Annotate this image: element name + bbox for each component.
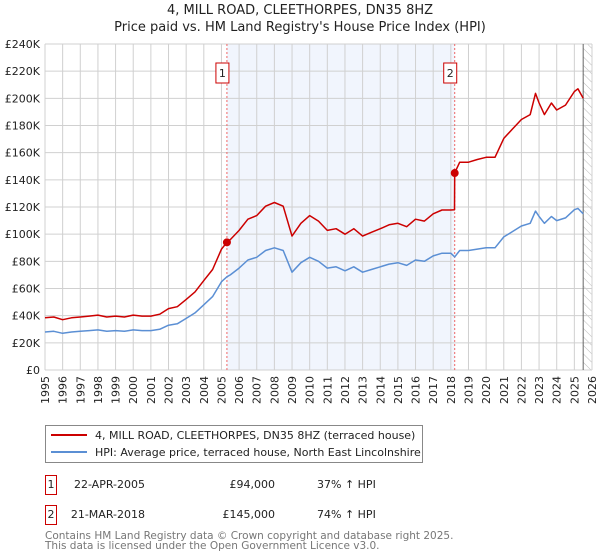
sale-point [222,238,231,247]
sale-point [450,169,459,178]
y-tick-label: £40K [12,310,41,323]
x-tick-label: 1996 [57,376,70,404]
y-tick-label: £120K [5,201,41,214]
y-tick-label: £140K [5,174,41,187]
hpi-line [44,207,584,335]
x-tick-label: 2019 [462,376,475,404]
x-tick-label: 2002 [163,376,176,404]
x-tick-label: 2023 [533,376,546,404]
chart-subtitle: Price paid vs. HM Land Registry's House … [114,20,486,35]
x-tick-label: 2024 [551,376,564,404]
sale-row-2: 2 21-MAR-2018 £145,000 74% ↑ HPI [45,505,376,525]
x-tick-label: 2017 [427,376,440,404]
x-tick-label: 2009 [286,376,299,404]
chart-plot: 1995 1996 1997 1998 1999 2000 2001 2002 2003 2004… [5,38,599,404]
y-tick-label: £100K [5,228,41,241]
x-tick-label: 2000 [127,376,140,404]
sale-price: £94,000 [229,478,276,491]
sale-marker-box [443,62,458,84]
footer-attribution: Contains HM Land Registry data © Crown c… [45,530,454,552]
x-tick-label: 2022 [515,376,528,404]
y-tick-label: £60K [12,283,41,296]
x-tick-label: 2016 [410,376,423,404]
y-tick-label: £80K [12,255,41,268]
y-tick-label: £240K [5,38,41,51]
x-tick-label: 1999 [110,376,123,404]
sale-marker-label: 1 [219,67,226,80]
sale-date: 22-APR-2005 [73,478,145,491]
y-tick-label: £220K [5,65,41,78]
x-tick-label: 2025 [568,376,581,404]
x-tick-label: 1997 [74,376,87,404]
legend-item-price: 4, MILL ROAD, CLEETHORPES, DN35 8HZ (ter… [51,427,415,443]
x-tick-label: 2026 [586,376,599,404]
x-tick-label: 2004 [198,376,211,404]
legend: 4, MILL ROAD, CLEETHORPES, DN35 8HZ (ter… [45,425,423,463]
x-tick-label: 2006 [233,376,246,404]
x-tick-label: 2015 [392,376,405,404]
footer-line: Contains HM Land Registry data © Crown c… [45,530,454,542]
x-tick-label: 2001 [145,376,158,404]
x-tick-label: 2013 [357,376,370,404]
x-tick-label: 2018 [445,376,458,404]
sale-row-1: 1 22-APR-2005 £94,000 37% ↑ HPI [45,475,376,495]
chart-title: 4, MILL ROAD, CLEETHORPES, DN35 8HZ [166,3,434,18]
y-tick-label: £200K [5,92,41,105]
x-tick-label: 2008 [268,376,281,404]
y-tick-label: £0 [26,364,40,377]
sale-marker-badge: 2 [45,505,57,525]
sale-hpi-change: 74% ↑ HPI [317,508,376,521]
legend-label: HPI: Average price, terraced house, Nort… [95,445,421,459]
x-tick-label: 2021 [498,376,511,404]
x-tick-label: 2012 [339,376,352,404]
x-tick-label: 1998 [92,376,105,404]
x-tick-label: 2020 [480,376,493,404]
footer-line: This data is licensed under the Open Gov… [45,540,380,552]
y-tick-label: £180K [5,120,41,133]
x-tick-label: 2003 [180,376,193,404]
price-paid-line [44,88,584,321]
legend-label: 4, MILL ROAD, CLEETHORPES, DN35 8HZ (ter… [95,428,416,442]
sale-price: £145,000 [222,508,276,521]
sale-marker-badge: 1 [45,475,57,495]
x-tick-label: 2005 [215,376,228,404]
x-tick-label: 1995 [39,376,52,404]
x-tick-label: 2014 [374,376,387,404]
sale-date: 21-MAR-2018 [70,508,145,521]
x-tick-label: 2011 [321,376,334,404]
legend-swatch-red [51,434,87,436]
legend-item-hpi: HPI: Average price, terraced house, Nort… [51,444,421,460]
y-tick-label: £160K [5,147,41,160]
x-tick-label: 2010 [304,376,317,404]
x-tick-label: 2007 [251,376,264,404]
sale-marker-box [215,62,230,84]
y-tick-label: £20K [12,337,41,350]
legend-swatch-blue [51,451,87,453]
sale-marker-label: 2 [447,67,454,80]
sale-hpi-change: 37% ↑ HPI [317,478,376,491]
